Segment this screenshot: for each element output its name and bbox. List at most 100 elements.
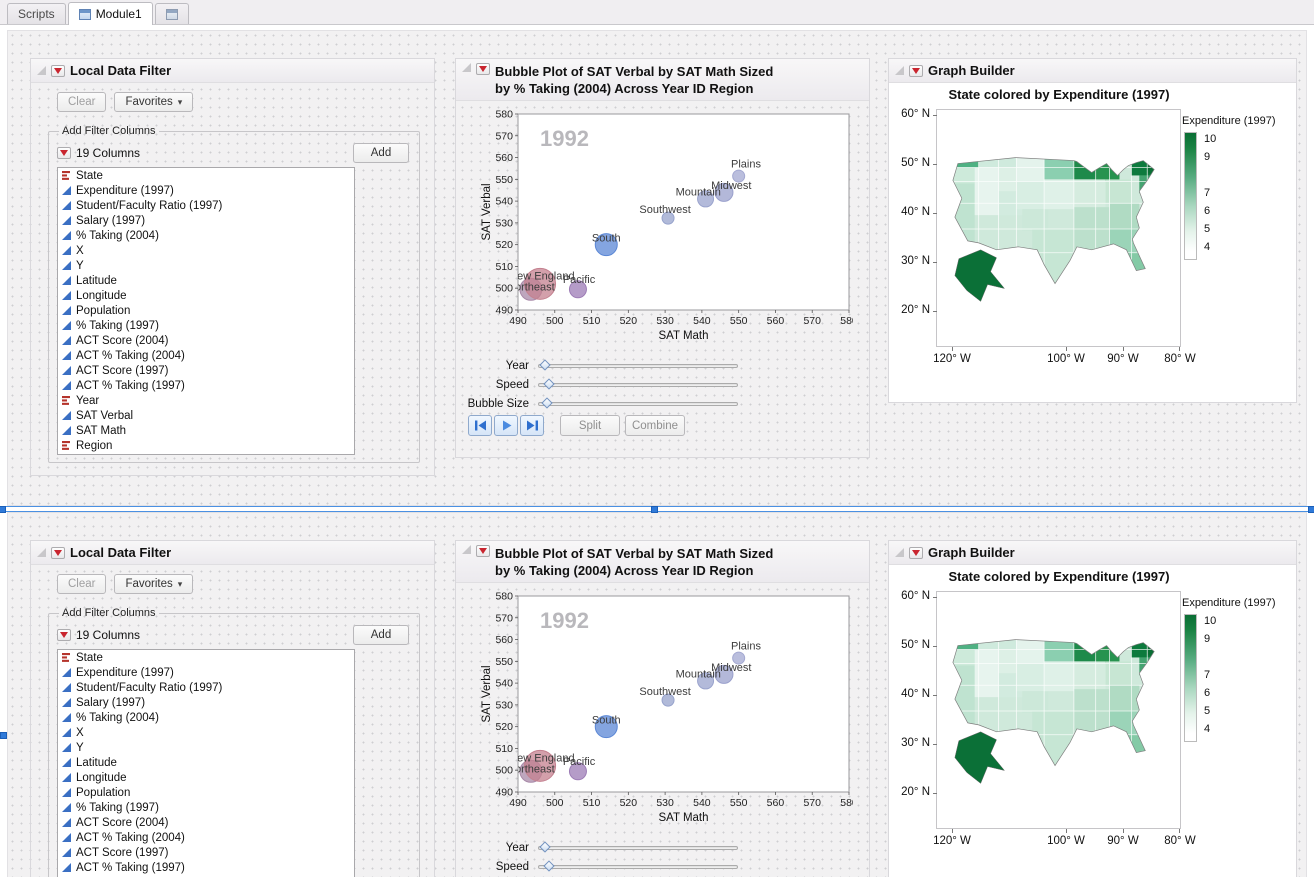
- filter-columns-list[interactable]: State Expenditure (1997) Student/Faculty…: [57, 167, 355, 455]
- column-item[interactable]: ACT % Taking (2004): [58, 348, 354, 363]
- speed-slider-thumb[interactable]: [543, 859, 555, 872]
- alaska-shape: [954, 731, 1006, 784]
- selection-handle-side[interactable]: [0, 732, 7, 739]
- tab-scripts[interactable]: Scripts: [7, 3, 66, 24]
- column-item[interactable]: ACT % Taking (2004): [58, 830, 354, 845]
- us-map[interactable]: [937, 592, 1180, 828]
- selection-divider[interactable]: [0, 506, 1314, 513]
- svg-text:510: 510: [495, 261, 513, 273]
- column-item[interactable]: Y: [58, 740, 354, 755]
- column-item[interactable]: X: [58, 243, 354, 258]
- alaska-shape: [954, 249, 1006, 302]
- year-slider[interactable]: [538, 840, 738, 853]
- collapse-toggle-icon[interactable]: [895, 548, 904, 557]
- legend-tick: 6: [1204, 687, 1211, 699]
- add-button[interactable]: Add: [353, 143, 409, 163]
- red-triangle-menu-icon[interactable]: [909, 546, 923, 559]
- columns-menu-icon[interactable]: [57, 147, 71, 159]
- collapse-toggle-icon[interactable]: [462, 545, 471, 554]
- nominal-icon: [62, 171, 70, 180]
- play-button[interactable]: [494, 415, 518, 436]
- column-item[interactable]: % Taking (1997): [58, 800, 354, 815]
- selection-handle-center[interactable]: [651, 506, 658, 513]
- column-item[interactable]: SAT Math: [58, 423, 354, 438]
- speed-slider[interactable]: [538, 377, 738, 390]
- favorites-button[interactable]: Favorites ▾: [114, 92, 194, 112]
- selection-handle-left[interactable]: [0, 506, 6, 513]
- step-back-button[interactable]: [468, 415, 492, 436]
- tab-label: Scripts: [18, 7, 55, 21]
- column-item[interactable]: ACT Score (1997): [58, 363, 354, 378]
- red-triangle-menu-icon[interactable]: [909, 64, 923, 77]
- column-item[interactable]: X: [58, 725, 354, 740]
- column-item[interactable]: State: [58, 650, 354, 665]
- column-item[interactable]: ACT Score (2004): [58, 333, 354, 348]
- column-item[interactable]: Salary (1997): [58, 213, 354, 228]
- step-forward-button[interactable]: [520, 415, 544, 436]
- bubble-size-slider[interactable]: [538, 396, 738, 409]
- columns-menu-icon[interactable]: [57, 629, 71, 641]
- bubble-title-line2: by % Taking (2004) Across Year ID Region: [495, 81, 754, 96]
- column-item[interactable]: ACT % Taking (1997): [58, 378, 354, 393]
- collapse-toggle-icon[interactable]: [462, 63, 471, 72]
- chevron-down-icon: ▾: [177, 578, 183, 589]
- bubble-size-slider-thumb[interactable]: [541, 396, 553, 409]
- column-item[interactable]: % Taking (2004): [58, 710, 354, 725]
- tab-module1[interactable]: Module1: [67, 2, 153, 25]
- column-item[interactable]: Longitude: [58, 770, 354, 785]
- column-item[interactable]: Longitude: [58, 288, 354, 303]
- column-item[interactable]: % Taking (2004): [58, 228, 354, 243]
- selection-handle-right[interactable]: [1308, 506, 1314, 513]
- red-triangle-menu-icon[interactable]: [51, 64, 65, 77]
- x-tick-label: 90° W: [1107, 835, 1139, 847]
- column-item[interactable]: Y: [58, 258, 354, 273]
- column-item[interactable]: ACT Score (2004): [58, 815, 354, 830]
- split-button[interactable]: Split: [560, 415, 620, 436]
- column-item[interactable]: ACT Score (1997): [58, 845, 354, 860]
- filter-panel-header: Local Data Filter: [31, 59, 434, 83]
- column-item[interactable]: Population: [58, 303, 354, 318]
- graph-panel-title: Graph Builder: [928, 545, 1015, 560]
- column-item[interactable]: State: [58, 168, 354, 183]
- bubble-controls: Year Speed Bubble Size: [466, 838, 738, 877]
- us-map[interactable]: [937, 110, 1180, 346]
- column-item[interactable]: Latitude: [58, 273, 354, 288]
- column-item[interactable]: Region: [58, 438, 354, 453]
- speed-slider-thumb[interactable]: [543, 377, 555, 390]
- column-item[interactable]: Year: [58, 393, 354, 408]
- tab-new-module[interactable]: [154, 3, 189, 24]
- collapse-toggle-icon[interactable]: [37, 548, 46, 557]
- year-slider-thumb[interactable]: [539, 840, 551, 853]
- clear-button[interactable]: Clear: [57, 574, 107, 594]
- column-item[interactable]: Expenditure (1997): [58, 183, 354, 198]
- red-triangle-menu-icon[interactable]: [476, 63, 490, 75]
- column-item[interactable]: Student/Faculty Ratio (1997): [58, 198, 354, 213]
- column-item[interactable]: Population: [58, 785, 354, 800]
- column-item[interactable]: Expenditure (1997): [58, 665, 354, 680]
- legend-tick: 9: [1204, 633, 1211, 645]
- column-item[interactable]: SAT Verbal: [58, 408, 354, 423]
- collapse-toggle-icon[interactable]: [37, 66, 46, 75]
- column-item[interactable]: Latitude: [58, 755, 354, 770]
- svg-text:530: 530: [656, 797, 674, 809]
- red-triangle-menu-icon[interactable]: [476, 545, 490, 557]
- combine-button[interactable]: Combine: [625, 415, 685, 436]
- column-item[interactable]: Salary (1997): [58, 695, 354, 710]
- column-item[interactable]: % Taking (1997): [58, 318, 354, 333]
- module-window-icon: [78, 8, 91, 20]
- speed-slider[interactable]: [538, 859, 738, 872]
- clear-button[interactable]: Clear: [57, 92, 107, 112]
- filter-columns-list[interactable]: State Expenditure (1997) Student/Faculty…: [57, 649, 355, 877]
- collapse-toggle-icon[interactable]: [895, 66, 904, 75]
- column-item[interactable]: ACT % Taking (1997): [58, 860, 354, 875]
- continuous-icon: [62, 758, 71, 767]
- year-slider[interactable]: [538, 358, 738, 371]
- year-slider-thumb[interactable]: [539, 358, 551, 371]
- add-button[interactable]: Add: [353, 625, 409, 645]
- continuous-icon: [62, 426, 71, 435]
- column-item[interactable]: Student/Faculty Ratio (1997): [58, 680, 354, 695]
- red-triangle-menu-icon[interactable]: [51, 546, 65, 559]
- favorites-button[interactable]: Favorites ▾: [114, 574, 194, 594]
